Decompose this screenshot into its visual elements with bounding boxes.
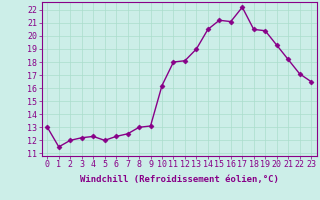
X-axis label: Windchill (Refroidissement éolien,°C): Windchill (Refroidissement éolien,°C) (80, 175, 279, 184)
